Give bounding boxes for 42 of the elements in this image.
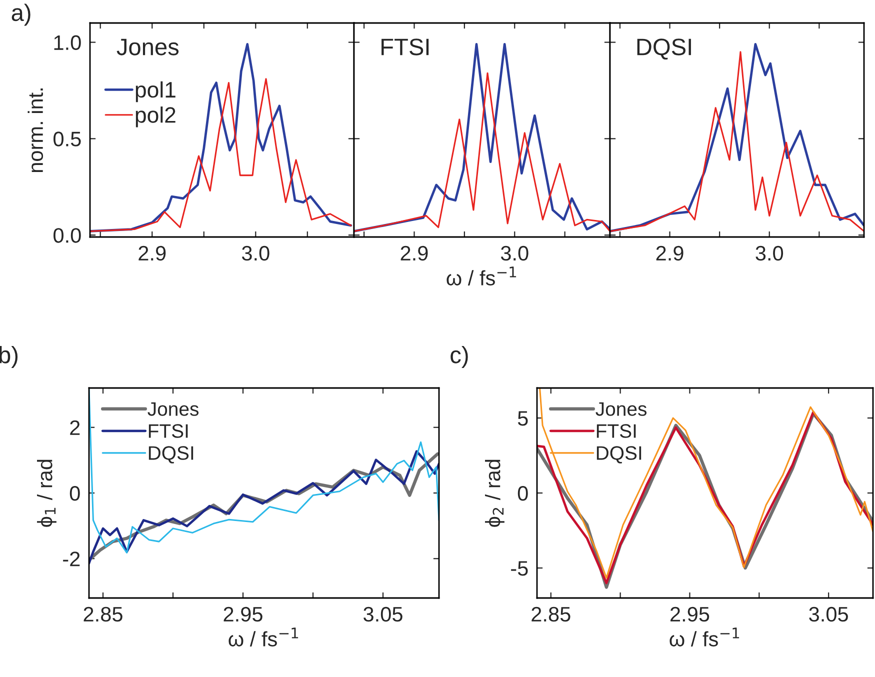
y-tick-label: 0 (70, 486, 80, 501)
y-tick-label: 0 (518, 486, 528, 501)
x-tick-label: 3.05 (809, 606, 848, 622)
legend-label: Jones (596, 402, 647, 416)
text: FTSI (382, 38, 429, 56)
x-tick-label: 2.9 (656, 246, 684, 261)
x-tick-label: 2.95 (224, 606, 262, 622)
x-tick-label: 2.9 (400, 246, 428, 261)
legend-label: DQSI (596, 446, 642, 464)
x-axis-title: ω / fs$^{−1}$ (228, 628, 298, 646)
y-tick-label: 0.5 (54, 132, 81, 146)
y-tick-label: 2 (70, 420, 80, 435)
legend-label: Jones (148, 402, 199, 416)
x-tick-label: 3.0 (500, 246, 528, 261)
y-axis-title: norm. int. (28, 88, 44, 172)
text: b) (0, 346, 18, 368)
y-tick-label: 1.0 (54, 35, 81, 50)
text: DQSI (637, 38, 691, 60)
legend-label: pol1 (136, 81, 176, 102)
text: Jones (116, 38, 179, 56)
x-tick-label: 2.95 (670, 606, 710, 622)
y-axis-title: ϕ$_{1}$ / rad (37, 460, 56, 527)
x-axis-title: ω / fs$^{−1}$ (670, 628, 740, 646)
y-tick-label: 5 (518, 411, 528, 426)
y-tick-label: 0.0 (54, 228, 81, 243)
x-tick-label: 3.0 (756, 246, 784, 261)
y-axis-title: ϕ$_{2}$ / rad (485, 460, 504, 527)
legend-label: FTSI (148, 424, 188, 438)
text: a) (12, 4, 30, 26)
text: c) (450, 346, 468, 368)
x-axis-title: ω / fs$^{−1}$ (446, 266, 516, 286)
x-tick-label: 2.85 (84, 606, 122, 622)
x-tick-label: 2.9 (138, 246, 166, 261)
legend-label: DQSI (148, 446, 194, 464)
x-tick-label: 2.85 (532, 606, 570, 622)
x-tick-label: 3.05 (364, 606, 402, 622)
y-tick-label: -2 (63, 552, 80, 566)
x-tick-label: 3.0 (242, 246, 270, 261)
y-tick-label: -5 (511, 561, 528, 576)
legend-label: FTSI (596, 424, 636, 438)
line-series (90, 78, 352, 232)
legend-label: pol2 (136, 106, 176, 128)
